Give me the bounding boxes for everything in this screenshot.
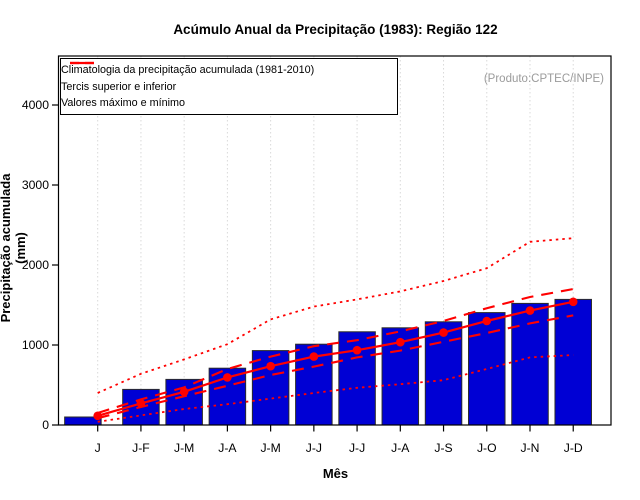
x-axis-title: Mês bbox=[322, 466, 349, 481]
legend-item-climatology: Climatologia da precipitação acumulada (… bbox=[61, 61, 397, 78]
legend-label: Valores máximo e mínimo bbox=[61, 97, 186, 109]
min-line bbox=[97, 354, 574, 423]
legend-box: Climatologia da precipitação acumulada (… bbox=[60, 58, 398, 115]
x-tick-label: J-M bbox=[174, 441, 194, 455]
bar-month-J-M bbox=[165, 378, 203, 426]
climatology-point bbox=[525, 306, 535, 315]
climatology-point bbox=[266, 361, 275, 371]
climatology-point bbox=[93, 411, 102, 421]
x-tick-label: J-F bbox=[132, 441, 150, 455]
max-line bbox=[97, 237, 574, 394]
x-tick-label: J-J bbox=[349, 441, 365, 455]
x-tick-label: J-S bbox=[434, 441, 452, 455]
bar-month-J-N bbox=[511, 302, 549, 426]
legend-item-maxmin: Valores máximo e mínimo bbox=[61, 62, 397, 111]
climatology-point bbox=[352, 345, 362, 355]
x-tick-label: J-J bbox=[306, 441, 322, 455]
x-tick-label: J-N bbox=[521, 441, 540, 455]
x-tick-label: J-O bbox=[477, 441, 497, 455]
legend-label: Climatologia da precipitação acumulada (… bbox=[61, 64, 315, 76]
dotted-line-icon bbox=[70, 62, 94, 64]
x-tick-label: J bbox=[95, 441, 101, 455]
climatology-point bbox=[136, 399, 146, 408]
lower-tercile-line bbox=[97, 314, 574, 420]
climatology-point bbox=[223, 373, 232, 382]
bar-month-J-D bbox=[554, 298, 592, 426]
producer-watermark: (Produto:CPTEC/INPE) bbox=[483, 73, 604, 85]
legend-label: Tercis superior e inferior bbox=[61, 80, 177, 93]
plot-border bbox=[57, 55, 612, 426]
y-axis-title: Precipitação acumulada (mm) bbox=[0, 173, 28, 323]
climatology-point bbox=[396, 337, 405, 347]
y-tick-label: 0 bbox=[42, 418, 49, 432]
x-tick-label: J-A bbox=[391, 441, 410, 455]
climatology-point bbox=[439, 328, 448, 337]
climatology-point bbox=[568, 297, 578, 307]
x-tick-label: J-A bbox=[218, 441, 237, 455]
bar-month-J-M bbox=[251, 350, 290, 426]
legend-item-terciles: Tercis superior e inferior bbox=[61, 61, 397, 94]
bar-month-J-S bbox=[424, 321, 463, 426]
y-tick-label: 3000 bbox=[22, 178, 49, 192]
climatology-point bbox=[309, 352, 319, 361]
upper-tercile-line bbox=[97, 287, 574, 415]
climatology-point bbox=[179, 387, 189, 397]
chart-title: Acúmulo Anual da Precipitação (1983): Re… bbox=[173, 22, 498, 37]
climatology-point bbox=[482, 316, 492, 326]
y-tick-label: 1000 bbox=[22, 338, 49, 352]
bar-month-J-J bbox=[338, 331, 376, 426]
y-tick-label: 2000 bbox=[22, 258, 49, 272]
x-tick-label: J-D bbox=[564, 441, 583, 455]
climatology-line bbox=[97, 300, 574, 417]
y-tick-label: 4000 bbox=[22, 98, 49, 112]
x-tick-label: J-M bbox=[260, 441, 280, 455]
